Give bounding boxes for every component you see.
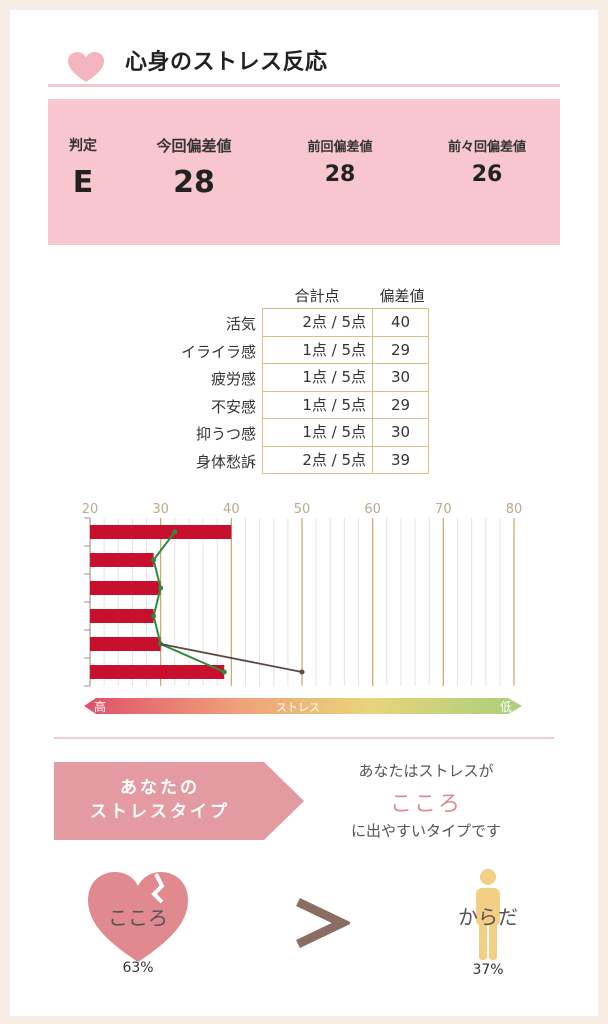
body-percent: 37% bbox=[472, 962, 504, 978]
table-row: 1点 / 5点 30 bbox=[263, 419, 428, 447]
section-divider bbox=[54, 737, 554, 739]
banner-line-2: ストレスタイプ bbox=[90, 802, 230, 822]
title-underline bbox=[48, 84, 560, 87]
broken-heart-icon bbox=[88, 872, 188, 962]
deviation-cell: 29 bbox=[390, 340, 411, 359]
heart-icon bbox=[68, 52, 104, 82]
judgement-label: 判定 bbox=[69, 138, 97, 154]
stress-type-intro: あなたはストレスが bbox=[358, 762, 494, 780]
deviation-cell: 30 bbox=[390, 368, 411, 386]
bar bbox=[90, 637, 161, 651]
summary-box: 判定 E 今回偏差値 28 前回偏差値 28 前々回偏差値 26 bbox=[48, 99, 560, 245]
row-label-fatigue: 疲労感 bbox=[210, 370, 256, 388]
x-tick-label: 40 bbox=[223, 502, 240, 517]
stress-type-outro: に出やすいタイプです bbox=[350, 822, 501, 840]
table-row: 2点 / 5点 39 bbox=[263, 446, 428, 474]
points-cell: 1点 / 5点 bbox=[263, 391, 373, 418]
series-point bbox=[151, 613, 157, 619]
x-tick-label: 50 bbox=[294, 502, 311, 517]
stress-scale-arrow bbox=[84, 698, 522, 714]
x-tick-label: 70 bbox=[435, 502, 452, 517]
stress-scale-label: ストレス bbox=[276, 701, 320, 714]
stress-type-banner bbox=[54, 762, 304, 840]
score-table: 2点 / 5点 40 1点 / 5点 29 1点 / 5点 30 1点 / 5点… bbox=[262, 308, 429, 474]
stress-scale-high: 高 bbox=[94, 699, 106, 714]
total-points-header: 合計点 bbox=[294, 287, 340, 305]
row-label-vigor: 活気 bbox=[225, 315, 256, 333]
current-deviation-value: 28 bbox=[173, 165, 215, 200]
series-line bbox=[152, 531, 225, 673]
deviation-cell: 39 bbox=[390, 450, 411, 469]
judgement-value: E bbox=[72, 165, 94, 200]
bar bbox=[90, 553, 154, 567]
row-label-anxiety: 不安感 bbox=[210, 398, 256, 416]
x-tick-label: 30 bbox=[152, 502, 169, 517]
previous-deviation-label: 前回偏差値 bbox=[307, 140, 373, 155]
greater-than-icon bbox=[296, 897, 350, 949]
bar bbox=[90, 525, 232, 539]
points-cell: 1点 / 5点 bbox=[263, 336, 373, 363]
body-label: からだ bbox=[458, 905, 518, 929]
deviation-cell: 29 bbox=[390, 395, 411, 414]
series-point bbox=[158, 585, 164, 591]
bar bbox=[90, 609, 154, 623]
points-cell: 2点 / 5点 bbox=[263, 309, 373, 336]
row-label-depression: 抑うつ感 bbox=[195, 425, 256, 443]
series-point bbox=[172, 529, 178, 535]
deviation-bar-chart: 20 30 40 50 60 70 80 高 ストレス 低 bbox=[82, 502, 523, 714]
bar bbox=[90, 665, 225, 679]
points-cell: 1点 / 5点 bbox=[263, 364, 373, 391]
table-row: 1点 / 5点 29 bbox=[263, 336, 428, 364]
stress-scale-low: 低 bbox=[500, 700, 512, 714]
points-cell: 1点 / 5点 bbox=[263, 419, 373, 446]
series-point bbox=[151, 557, 157, 563]
deviation-cell: 40 bbox=[390, 313, 411, 331]
body-icon bbox=[476, 869, 500, 960]
section-title: 心身のストレス反応 bbox=[125, 50, 328, 75]
before-previous-deviation-value: 26 bbox=[471, 162, 503, 187]
deviation-header: 偏差値 bbox=[379, 287, 425, 305]
points-cell: 2点 / 5点 bbox=[263, 446, 373, 474]
x-tick-label: 80 bbox=[506, 502, 523, 517]
mind-label: こころ bbox=[108, 906, 168, 930]
banner-line-1: あなたの bbox=[120, 778, 200, 798]
previous-deviation-value: 28 bbox=[324, 162, 356, 187]
series-point bbox=[221, 669, 227, 675]
row-label-irritation: イライラ感 bbox=[180, 343, 256, 361]
deviation-cell: 30 bbox=[390, 423, 411, 441]
table-row: 1点 / 5点 29 bbox=[263, 391, 428, 419]
table-row: 1点 / 5点 30 bbox=[263, 364, 428, 392]
bar bbox=[90, 581, 161, 595]
stress-type-result: こころ bbox=[389, 792, 462, 817]
mind-percent: 63% bbox=[122, 960, 154, 976]
comparison-line bbox=[160, 643, 303, 673]
before-previous-deviation-label: 前々回偏差値 bbox=[447, 140, 526, 155]
x-tick-label: 20 bbox=[82, 502, 99, 517]
table-row: 2点 / 5点 40 bbox=[263, 309, 428, 337]
comparison-point bbox=[299, 669, 305, 675]
x-tick-label: 60 bbox=[364, 502, 381, 517]
series-point bbox=[158, 641, 164, 647]
stress-type-banner-text: あなたの ストレスタイプ bbox=[54, 776, 266, 824]
current-deviation-label: 今回偏差値 bbox=[156, 137, 232, 155]
row-label-physical: 身体愁訴 bbox=[195, 453, 256, 471]
